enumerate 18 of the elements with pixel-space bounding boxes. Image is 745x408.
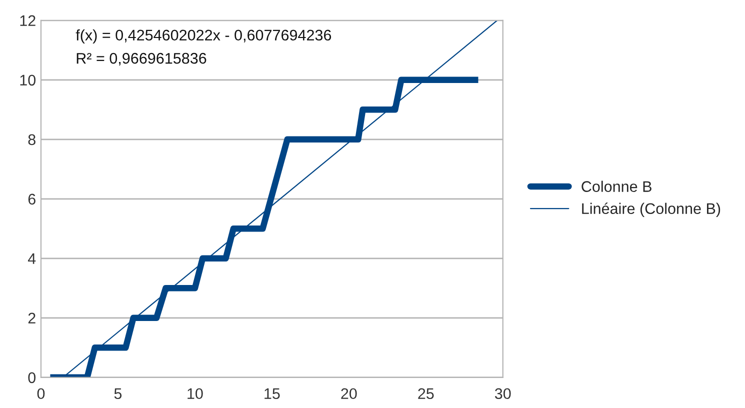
y-tick-label: 6 bbox=[28, 194, 36, 205]
y-tick-label: 2 bbox=[28, 312, 36, 324]
x-tick-label: 5 bbox=[114, 388, 122, 400]
x-tick-label: 10 bbox=[188, 388, 203, 400]
annotation: R² = 0,9669615836 bbox=[76, 52, 206, 66]
legend-label: Linéaire (Colonne B) bbox=[582, 202, 720, 218]
y-tick-label: 12 bbox=[20, 15, 36, 26]
x-tick-label: 20 bbox=[341, 388, 357, 400]
x-tick-label: 15 bbox=[264, 388, 280, 400]
x-tick-label: 25 bbox=[418, 388, 434, 400]
legend-label: Colonne B bbox=[582, 180, 652, 192]
x-tick-label: 30 bbox=[494, 388, 511, 400]
x-tick-label: 0 bbox=[37, 388, 45, 400]
y-tick-label: 8 bbox=[28, 134, 36, 146]
y-tick-label: 0 bbox=[28, 372, 36, 384]
y-tick-label: 4 bbox=[28, 253, 36, 264]
annotation: f(x) = 0,4254602022x - 0,6077694236 bbox=[76, 29, 332, 44]
y-tick-label: 10 bbox=[20, 74, 36, 86]
